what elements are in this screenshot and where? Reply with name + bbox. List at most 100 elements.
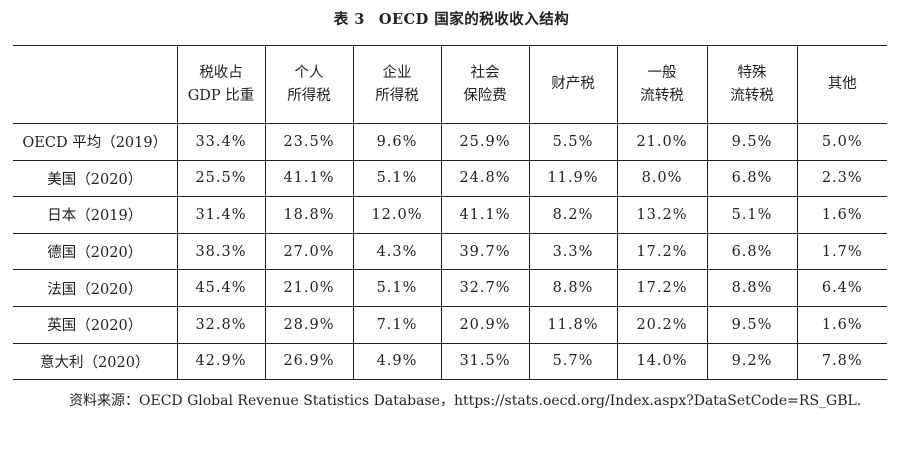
header-line: 保险费 [463,87,507,104]
value-cell: 8.0% [616,159,708,198]
value-cell: 5.1% [352,159,442,198]
value-cell: 23.5% [264,123,354,161]
value-cell: 38.3% [176,232,266,271]
value-cell: 5.1% [352,269,442,307]
value-cell: 4.9% [352,342,442,381]
header-cell: 个人 所得税 [264,45,354,124]
value-cell: 8.8% [528,269,618,307]
value-cell: 8.2% [528,196,618,234]
header-row: 税收占 GDP 比重 个人 所得税 企业 所得税 社会 保险费 财产税 一般 流转税 特殊 流转税 其他 [13,45,887,124]
value-cell: 32.7% [440,269,530,307]
value-cell: 1.6% [796,305,887,344]
header-line: 所得税 [287,87,331,104]
value-cell: 5.7% [528,342,618,381]
value-cell: 24.8% [440,159,530,198]
value-cell: 6.4% [796,269,887,307]
value-cell: 9.5% [706,123,798,161]
value-cell: 7.1% [352,305,442,344]
value-cell: 3.3% [528,232,618,271]
header-line: 流转税 [730,87,774,104]
table-row: OECD 平均（2019） 33.4% 23.5% 9.6% 25.9% 5.5% 21.0… [13,123,887,161]
header-cell: 特殊 流转税 [706,45,798,124]
country-cell: 法国（2020） [13,269,178,307]
value-cell: 42.9% [176,342,266,381]
value-cell: 21.0% [616,123,708,161]
value-cell: 12.0% [352,196,442,234]
table-body: OECD 平均（2019） 33.4% 23.5% 9.6% 25.9% 5.5% 21.0… [13,123,887,381]
value-cell: 14.0% [616,342,708,381]
header-line: 特殊 [737,64,767,81]
table-title-text: OECD 国家的税收收入结构 [378,11,570,28]
value-cell: 18.8% [264,196,354,234]
value-cell: 7.8% [796,342,887,381]
value-cell: 11.9% [528,159,618,198]
header-line: 财产税 [551,76,595,92]
country-cell: 美国（2020） [13,159,178,198]
header-cell-blank [13,45,178,124]
value-cell: 20.9% [440,305,530,344]
value-cell: 41.1% [264,159,354,198]
value-cell: 39.7% [440,232,530,271]
value-cell: 31.5% [440,342,530,381]
header-line: 税收占 [199,64,243,81]
header-line: 个人 [294,64,324,81]
header-cell: 其他 [796,45,887,124]
header-line: 社会 [470,64,500,81]
value-cell: 45.4% [176,269,266,307]
header-line: 流转税 [640,87,684,104]
value-cell: 17.2% [616,232,708,271]
value-cell: 11.8% [528,305,618,344]
value-cell: 2.3% [796,159,887,198]
table-row: 英国（2020） 32.8% 28.9% 7.1% 20.9% 11.8% 20.2% 9.5… [13,305,887,344]
value-cell: 25.9% [440,123,530,161]
value-cell: 1.6% [796,196,887,234]
value-cell: 32.8% [176,305,266,344]
header-line: 所得税 [375,87,419,104]
header-line: GDP 比重 [187,87,255,104]
value-cell: 27.0% [264,232,354,271]
value-cell: 26.9% [264,342,354,381]
table-title: 表 3 OECD 国家的税收收入结构 [0,8,903,29]
header-cell: 社会 保险费 [440,45,530,124]
country-cell: 意大利（2020） [13,342,178,381]
header-cell: 税收占 GDP 比重 [176,45,266,124]
header-line: 企业 [382,64,412,81]
header-cell: 一般 流转税 [616,45,708,124]
country-cell: OECD 平均（2019） [13,123,178,161]
header-line: 其他 [827,76,857,92]
value-cell: 31.4% [176,196,266,234]
table-row: 美国（2020） 25.5% 41.1% 5.1% 24.8% 11.9% 8.0% 6.8%… [13,159,887,198]
value-cell: 21.0% [264,269,354,307]
value-cell: 9.2% [706,342,798,381]
value-cell: 41.1% [440,196,530,234]
value-cell: 25.5% [176,159,266,198]
header-cell: 财产税 [528,45,618,124]
table-row: 法国（2020） 45.4% 21.0% 5.1% 32.7% 8.8% 17.2% 8.8%… [13,269,887,307]
value-cell: 5.1% [706,196,798,234]
country-cell: 英国（2020） [13,305,178,344]
table-row: 日本（2019） 31.4% 18.8% 12.0% 41.1% 8.2% 13.2% 5.1… [13,196,887,234]
value-cell: 17.2% [616,269,708,307]
value-cell: 5.0% [796,123,887,161]
header-cell: 企业 所得税 [352,45,442,124]
value-cell: 1.7% [796,232,887,271]
value-cell: 33.4% [176,123,266,161]
value-cell: 5.5% [528,123,618,161]
value-cell: 4.3% [352,232,442,271]
value-cell: 6.8% [706,232,798,271]
source-note: 资料来源：OECD Global Revenue Statistics Data… [69,393,862,409]
value-cell: 13.2% [616,196,708,234]
value-cell: 9.6% [352,123,442,161]
value-cell: 6.8% [706,159,798,198]
header-line: 一般 [647,64,677,81]
table-row: 意大利（2020） 42.9% 26.9% 4.9% 31.5% 5.7% 14.0% 9.2… [13,342,887,381]
value-cell: 9.5% [706,305,798,344]
value-cell: 20.2% [616,305,708,344]
value-cell: 28.9% [264,305,354,344]
tax-structure-table: 税收占 GDP 比重 个人 所得税 企业 所得税 社会 保险费 财产税 一般 流转税 特殊 流转税 其他 … [13,45,887,381]
value-cell: 8.8% [706,269,798,307]
table-row: 德国（2020） 38.3% 27.0% 4.3% 39.7% 3.3% 17.2% 6.8%… [13,232,887,271]
table-number: 表 3 [333,11,365,28]
country-cell: 日本（2019） [13,196,178,234]
country-cell: 德国（2020） [13,232,178,271]
